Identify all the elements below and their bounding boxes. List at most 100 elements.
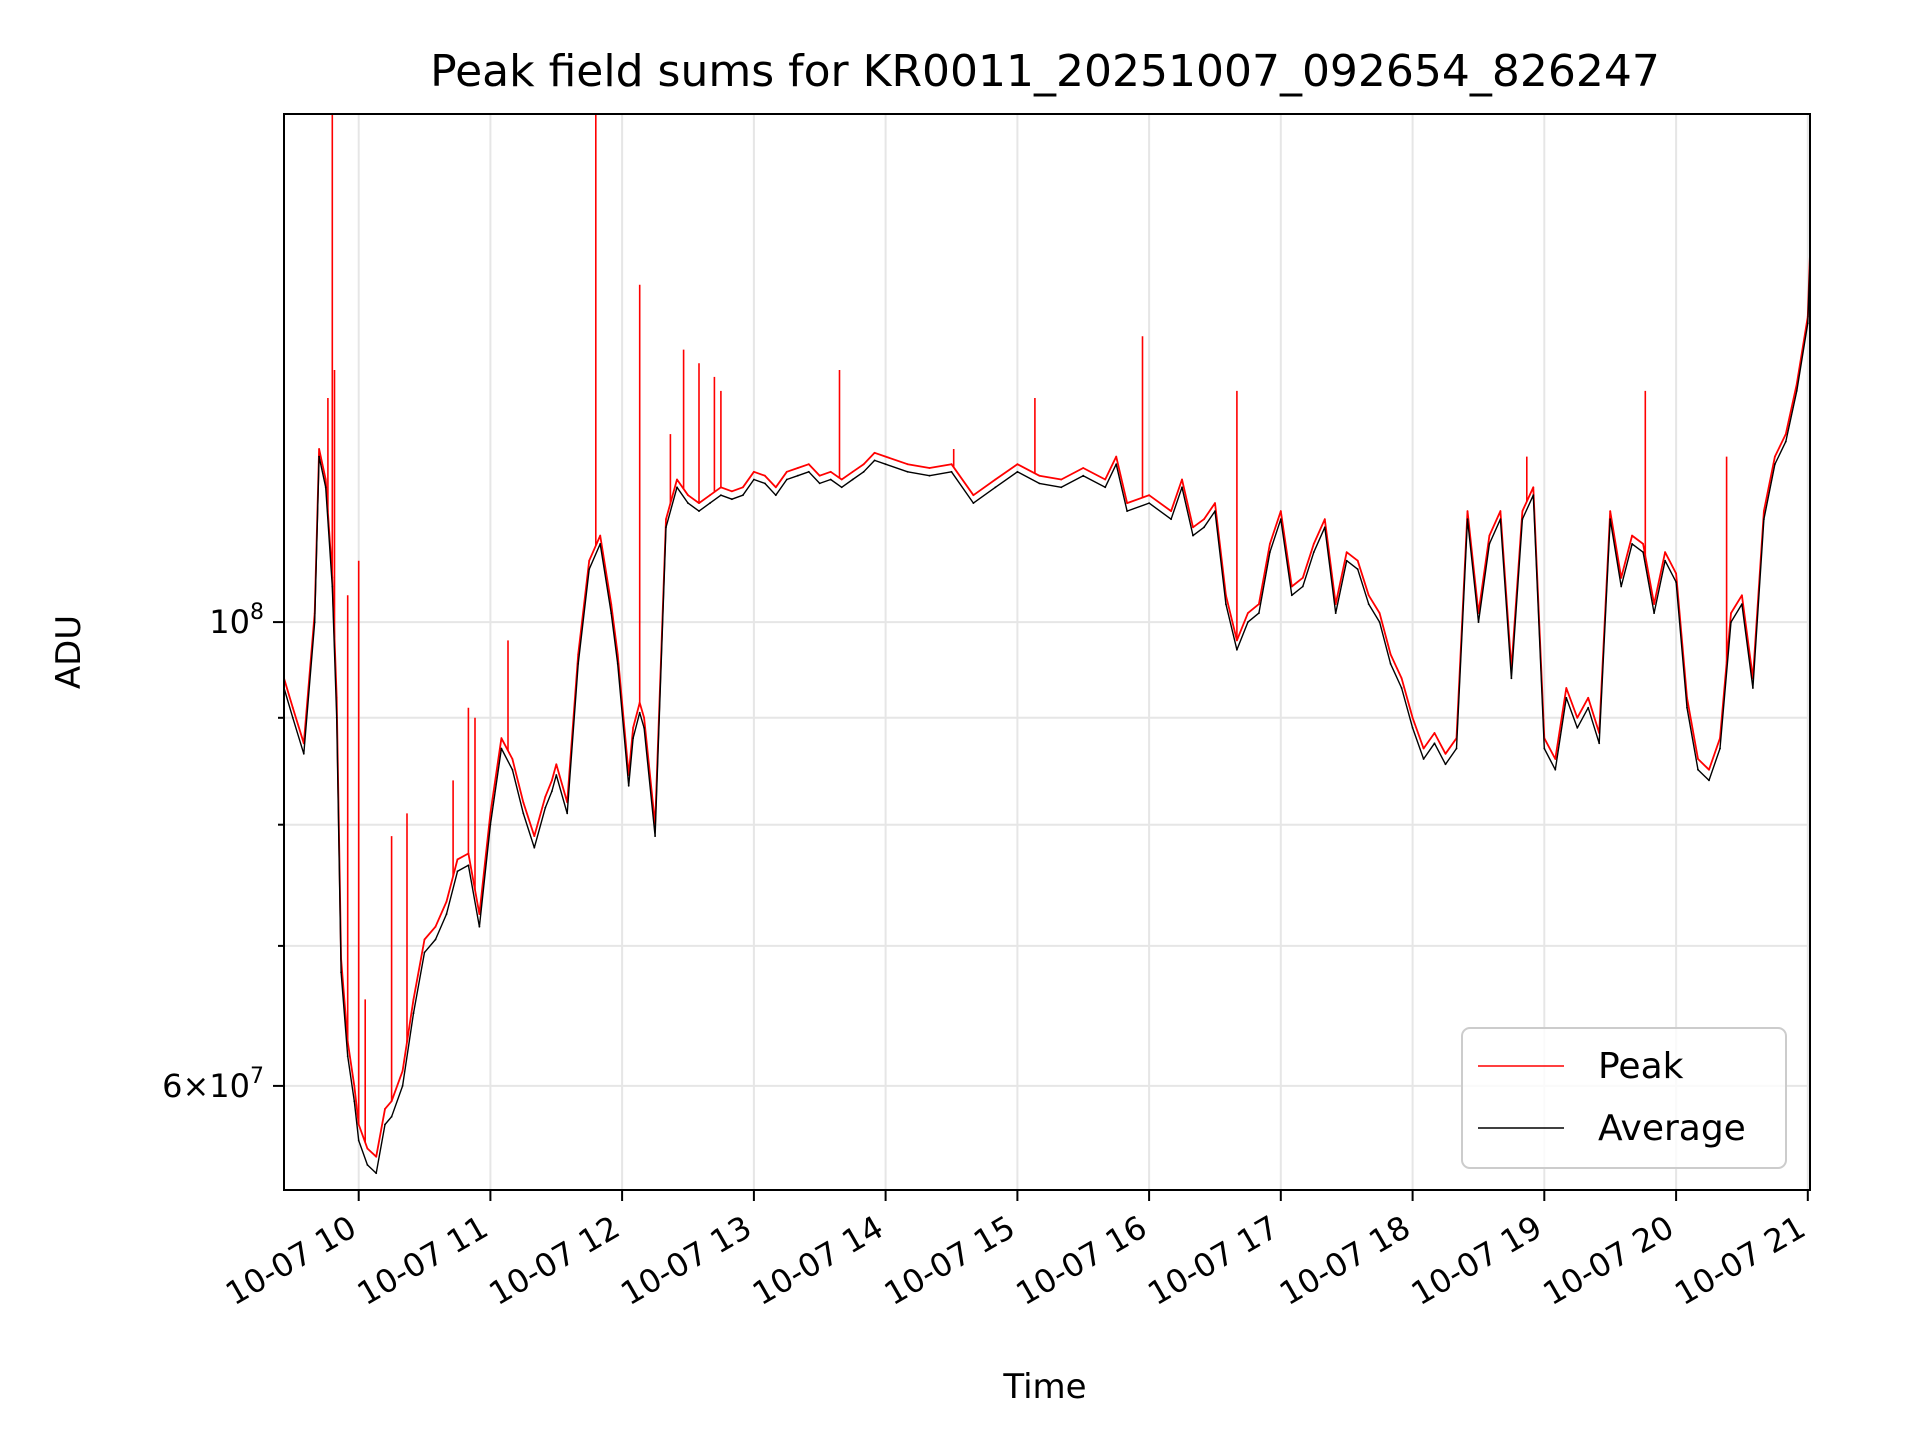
data-point-average xyxy=(353,1100,356,1103)
data-point-peak xyxy=(1258,603,1260,605)
data-point-average xyxy=(1795,390,1798,392)
data-point-average xyxy=(434,938,437,941)
data-point-peak xyxy=(873,451,876,454)
data-point-average xyxy=(340,971,342,974)
data-point-average xyxy=(1181,486,1183,489)
data-point-peak xyxy=(324,478,327,481)
data-point-average xyxy=(375,1172,378,1175)
data-point-peak xyxy=(1653,603,1655,605)
legend: Peak Average xyxy=(1461,1027,1787,1169)
legend-box xyxy=(1461,1027,1787,1169)
legend-label-peak: Peak xyxy=(1598,1046,1684,1087)
data-point-average xyxy=(302,752,305,755)
data-point-peak xyxy=(500,737,503,740)
data-point-average xyxy=(884,463,887,466)
data-point-average xyxy=(764,482,766,485)
data-point-peak xyxy=(1697,758,1699,760)
data-point-average xyxy=(551,790,553,793)
data-point-average xyxy=(862,470,865,473)
data-point-peak xyxy=(1422,747,1425,750)
data-point-average xyxy=(1587,706,1590,709)
data-point-peak xyxy=(862,463,865,466)
data-point-peak xyxy=(412,998,415,1001)
data-point-average xyxy=(1455,747,1458,750)
data-point-average xyxy=(818,482,821,485)
data-point-peak xyxy=(1411,716,1414,719)
data-point-average xyxy=(632,737,634,740)
y-tick-label: 6×107 xyxy=(162,1064,264,1105)
data-point-average xyxy=(906,470,909,473)
data-point-peak xyxy=(353,1085,356,1087)
data-point-average xyxy=(1236,648,1238,651)
data-point-peak xyxy=(1367,594,1370,597)
data-point-average xyxy=(1576,727,1579,729)
data-point-average xyxy=(1301,585,1304,588)
data-point-average xyxy=(1653,612,1655,614)
data-point-peak xyxy=(1126,502,1128,504)
data-point-average xyxy=(1466,518,1469,521)
data-point-peak xyxy=(796,467,799,469)
data-point-average xyxy=(627,784,630,787)
data-point-peak xyxy=(1488,534,1491,537)
data-point-average xyxy=(1532,494,1535,497)
y-axis-label: ADU xyxy=(49,615,89,689)
data-point-peak xyxy=(1170,510,1172,512)
data-point-average xyxy=(928,474,931,477)
data-point-peak xyxy=(588,559,591,562)
data-point-average xyxy=(1686,706,1688,709)
data-point-peak xyxy=(551,779,553,782)
data-point-peak xyxy=(1115,455,1118,458)
data-point-average xyxy=(1664,559,1666,562)
data-point-peak xyxy=(1730,612,1732,614)
data-point-average xyxy=(489,823,492,826)
data-point-average xyxy=(785,478,788,481)
data-point-average xyxy=(291,716,294,719)
x-axis-label: Time xyxy=(1002,1367,1086,1407)
data-point-average xyxy=(1378,621,1381,623)
data-point-peak xyxy=(1203,518,1205,521)
data-point-average xyxy=(1192,534,1194,537)
data-point-average xyxy=(500,747,503,750)
data-point-average xyxy=(950,470,953,473)
data-point-peak xyxy=(1587,696,1590,699)
data-point-average xyxy=(1774,463,1776,466)
data-point-peak xyxy=(434,925,437,928)
data-point-average xyxy=(1323,526,1326,529)
y-tick-label: 108 xyxy=(209,600,264,641)
data-point-average xyxy=(873,459,876,462)
data-point-peak xyxy=(1389,653,1392,656)
data-point-average xyxy=(566,812,569,815)
data-point-peak xyxy=(1466,510,1469,512)
data-point-peak xyxy=(522,801,525,804)
data-point-peak xyxy=(1181,478,1183,481)
data-point-peak xyxy=(994,478,997,481)
data-point-average xyxy=(467,864,470,867)
data-point-average xyxy=(720,494,722,497)
data-point-average xyxy=(511,768,514,771)
data-point-average xyxy=(731,498,733,501)
data-point-peak xyxy=(643,716,645,719)
data-point-average xyxy=(555,774,558,776)
data-point-peak xyxy=(785,470,788,473)
data-point-peak xyxy=(1378,612,1381,614)
data-point-peak xyxy=(632,727,634,729)
data-point-peak xyxy=(423,938,426,941)
data-point-average xyxy=(1521,518,1524,521)
data-point-average xyxy=(807,470,810,473)
data-point-average xyxy=(1247,621,1249,623)
data-point-average xyxy=(313,621,316,623)
data-point-peak xyxy=(1565,687,1568,689)
data-point-peak xyxy=(1082,467,1085,469)
plot-series xyxy=(284,114,1810,1175)
data-point-peak xyxy=(375,1155,378,1158)
data-point-peak xyxy=(884,455,887,458)
data-point-average xyxy=(1082,474,1085,477)
data-point-average xyxy=(1345,559,1348,562)
data-point-average xyxy=(1697,768,1699,771)
data-point-average xyxy=(709,502,711,504)
data-point-average xyxy=(1763,518,1765,521)
data-point-average xyxy=(588,568,591,571)
data-point-peak xyxy=(950,463,953,466)
data-point-average xyxy=(1367,603,1370,605)
